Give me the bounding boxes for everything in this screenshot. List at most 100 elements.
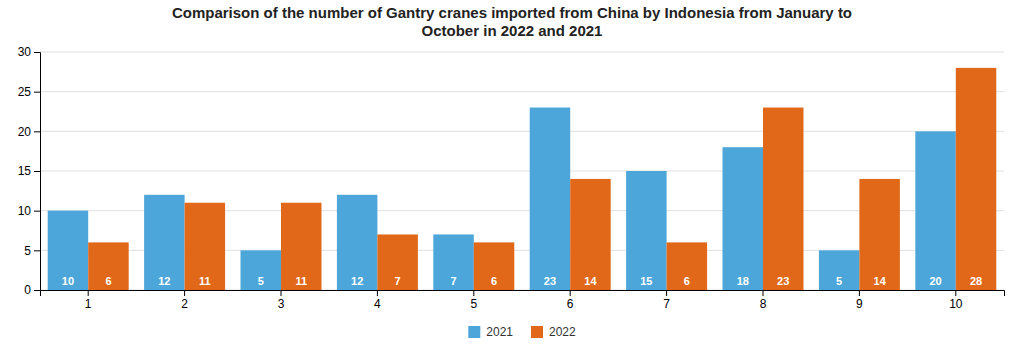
data-label: 6	[105, 275, 111, 287]
y-tick: 30	[18, 45, 40, 59]
data-label: 14	[584, 275, 597, 287]
x-tick: 5	[470, 290, 477, 311]
tick-mark	[34, 92, 40, 93]
legend-swatch	[468, 326, 480, 338]
bar	[667, 242, 707, 290]
bar	[530, 108, 570, 290]
title-line: Comparison of the number of Gantry crane…	[172, 4, 852, 21]
y-tick: 5	[24, 244, 40, 258]
bar	[185, 203, 225, 290]
tick-mark	[859, 290, 860, 296]
bars	[48, 68, 997, 290]
tick-label: 1	[85, 297, 92, 311]
tick-label: 25	[18, 85, 32, 99]
tick-mark	[34, 171, 40, 172]
bar	[88, 242, 128, 290]
bar	[859, 179, 899, 290]
y-axis: 0 5 10 15 20 25 30	[18, 45, 41, 297]
data-label: 6	[491, 275, 497, 287]
tick-label: 15	[18, 164, 32, 178]
data-label: 12	[351, 275, 363, 287]
bar	[433, 234, 473, 290]
x-axis: 1 2 3 4 5 6 7 8 9 10	[41, 290, 1005, 311]
tick-label: 6	[567, 297, 574, 311]
legend-label: 2021	[486, 325, 513, 339]
bar	[723, 147, 763, 290]
bar	[144, 195, 184, 290]
data-label: 6	[684, 275, 690, 287]
grid-line	[40, 171, 1004, 172]
tick-label: 2	[181, 297, 188, 311]
x-tick: 3	[278, 290, 285, 311]
x-tick: 9	[856, 290, 863, 311]
tick-mark	[88, 290, 89, 296]
tick-mark	[34, 250, 40, 251]
chart-title: Comparison of the number of Gantry crane…	[172, 4, 852, 39]
data-labels: 101251272315185206111176146231428	[62, 275, 982, 287]
x-tick: 6	[567, 290, 574, 311]
tick-label: 4	[374, 297, 381, 311]
axis-line	[34, 53, 41, 291]
data-label: 11	[199, 275, 211, 287]
y-tick: 15	[18, 164, 40, 178]
x-tick: 1	[85, 290, 92, 311]
x-tick: 7	[663, 290, 670, 311]
data-label: 7	[395, 275, 401, 287]
tick-mark	[281, 290, 282, 296]
tick-label: 30	[18, 45, 32, 59]
title-line: October in 2022 and 2021	[422, 22, 603, 39]
axis-line	[41, 291, 1005, 297]
data-label: 10	[62, 275, 74, 287]
tick-mark	[34, 52, 40, 53]
data-label: 14	[874, 275, 887, 287]
x-tick: 4	[374, 290, 381, 311]
chart: Comparison of the number of Gantry crane…	[0, 0, 1024, 346]
plot: 1012512723151852061111761462314280510152…	[18, 45, 1005, 310]
bar	[48, 211, 88, 290]
bar	[915, 131, 955, 290]
tick-mark	[34, 211, 40, 212]
tick-label: 3	[278, 297, 285, 311]
data-label: 23	[777, 275, 789, 287]
bar	[474, 242, 514, 290]
grid	[40, 52, 1004, 290]
tick-label: 7	[663, 297, 670, 311]
data-label: 23	[544, 275, 556, 287]
tick-mark	[570, 290, 571, 296]
data-label: 12	[158, 275, 170, 287]
y-tick: 20	[18, 125, 40, 139]
tick-mark	[34, 290, 40, 291]
tick-mark	[184, 290, 185, 296]
data-label: 7	[450, 275, 456, 287]
tick-label: 0	[24, 283, 31, 297]
y-tick: 10	[18, 204, 40, 218]
grid-line	[40, 131, 1004, 132]
data-label: 11	[295, 275, 307, 287]
data-label: 20	[929, 275, 941, 287]
data-label: 5	[836, 275, 842, 287]
y-tick: 25	[18, 85, 40, 99]
data-label: 28	[970, 275, 982, 287]
tick-label: 5	[470, 297, 477, 311]
bar	[956, 68, 996, 290]
bar	[763, 108, 803, 290]
x-tick: 2	[181, 290, 188, 311]
tick-mark	[34, 131, 40, 132]
tick-label: 20	[18, 125, 32, 139]
legend: 20212022	[468, 325, 576, 339]
data-label: 18	[737, 275, 749, 287]
tick-label: 8	[760, 297, 767, 311]
tick-label: 10	[949, 297, 963, 311]
tick-label: 5	[24, 244, 31, 258]
tick-label: 10	[18, 204, 32, 218]
tick-mark	[763, 290, 764, 296]
tick-label: 9	[856, 297, 863, 311]
x-tick: 10	[949, 290, 963, 311]
legend-swatch	[531, 326, 543, 338]
legend-item: 2021	[468, 325, 513, 339]
bar	[626, 171, 666, 290]
x-tick: 8	[760, 290, 767, 311]
bar	[241, 250, 281, 290]
tick-mark	[666, 290, 667, 296]
bar	[337, 195, 377, 290]
